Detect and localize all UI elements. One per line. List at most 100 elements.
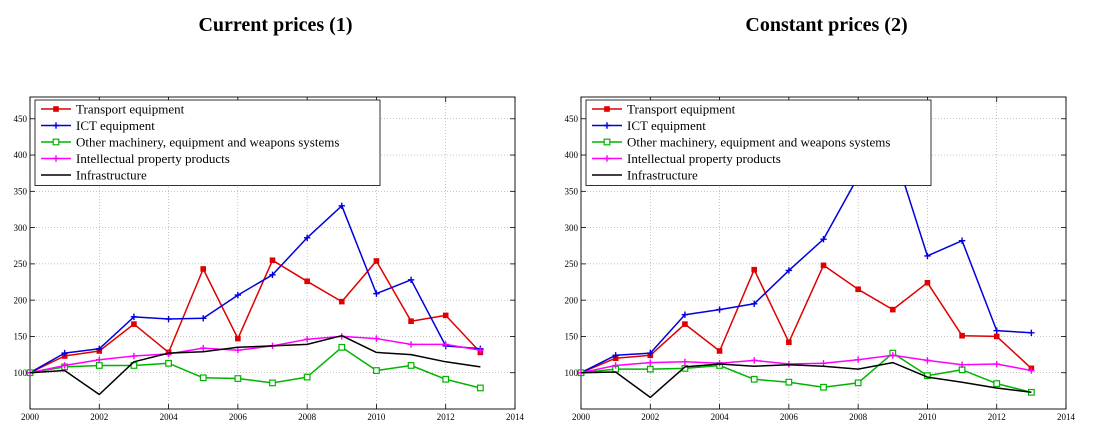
legend-item: ICT equipment — [41, 118, 155, 133]
data-point — [924, 357, 931, 364]
data-point — [785, 378, 793, 386]
x-tick-label: 2004 — [160, 412, 179, 422]
data-point — [612, 362, 619, 369]
data-point — [95, 362, 103, 369]
y-tick-label: 400 — [14, 150, 28, 160]
series-transport-equipment — [578, 262, 1035, 376]
series-line — [29, 259, 481, 374]
legend-label: Infrastructure — [76, 168, 147, 183]
x-tick-label: 2012 — [988, 412, 1006, 422]
data-point — [993, 380, 1001, 388]
data-point — [373, 367, 380, 374]
data-point — [200, 315, 207, 322]
data-point — [820, 383, 827, 391]
data-point — [786, 339, 792, 346]
data-point — [993, 360, 1000, 368]
data-point — [52, 155, 60, 162]
series-line — [580, 354, 1032, 374]
y-tick-label: 450 — [565, 114, 579, 124]
x-tick-label: 2010 — [367, 412, 386, 422]
data-point — [959, 332, 965, 339]
x-tick-label: 2014 — [1057, 412, 1076, 422]
x-tick-label: 2000 — [21, 412, 40, 422]
data-point — [958, 361, 966, 368]
chart-panel-constant: Constant prices (2) 2000 2002 2004 2006 2008… — [551, 0, 1102, 423]
data-point — [338, 202, 345, 210]
legend-label: Intellectual property products — [76, 151, 230, 166]
data-point — [1028, 329, 1035, 337]
x-tick-label: 2004 — [711, 412, 730, 422]
data-point — [303, 234, 311, 241]
chart-panel-current: Current prices (1) 2000 2002 2004 2006 2008 2… — [14, 14, 525, 422]
y-tick-label: 450 — [14, 114, 28, 124]
y-tick-label: 300 — [14, 223, 28, 233]
x-tick-label: 2008 — [849, 412, 868, 422]
y-tick-label: 100 — [565, 368, 579, 378]
y-tick-label: 150 — [565, 332, 579, 342]
legend-label: ICT equipment — [76, 118, 155, 133]
y-tick-label: 100 — [14, 368, 28, 378]
data-point — [165, 359, 172, 367]
data-point — [234, 291, 242, 299]
data-point — [338, 298, 345, 305]
legend-item: Transport equipment — [41, 102, 185, 117]
data-point — [477, 347, 484, 354]
data-point — [647, 349, 654, 357]
data-point — [373, 258, 380, 264]
data-point — [603, 122, 611, 129]
data-point — [407, 276, 415, 284]
data-point — [234, 347, 242, 354]
chart-title: Constant prices (2) — [745, 14, 908, 36]
legend-box — [585, 99, 932, 186]
data-point — [200, 344, 207, 352]
x-tick-label: 2002 — [90, 412, 108, 422]
data-point — [751, 300, 758, 307]
y-tick-label: 250 — [565, 259, 579, 269]
legend-label: ICT equipment — [627, 118, 706, 133]
data-point — [269, 379, 276, 387]
chart-current-prices: 2000 2002 2004 2006 2008 2010 2012 2014 100 150 20… — [14, 96, 525, 422]
data-point — [820, 262, 827, 269]
legend-label: Other machinery, equipment and weapons s… — [627, 135, 890, 150]
data-point — [604, 106, 610, 112]
data-point — [52, 138, 60, 146]
data-point — [681, 311, 689, 318]
y-tick-label: 400 — [565, 150, 579, 160]
data-point — [751, 357, 758, 364]
legend-item: Intellectual property products — [592, 151, 781, 166]
series-other-machinery-equipment-and-weapons-systems — [26, 343, 484, 392]
data-point — [131, 321, 137, 327]
data-point — [682, 321, 688, 327]
data-point — [303, 336, 311, 343]
data-point — [442, 312, 449, 319]
series-infrastructure — [29, 334, 481, 396]
legend-item: Other machinery, equipment and weapons s… — [41, 135, 339, 150]
data-point — [603, 138, 611, 146]
legend-item: Intellectual property products — [41, 151, 230, 166]
series-infrastructure — [580, 361, 1032, 399]
data-point — [646, 365, 654, 373]
series-line — [580, 146, 1032, 374]
data-point — [924, 252, 931, 260]
x-tick-label: 2006 — [229, 412, 248, 422]
series-transport-equipment — [27, 257, 484, 376]
series-group — [26, 202, 484, 396]
data-point — [820, 236, 827, 243]
data-point — [269, 257, 276, 264]
y-tick-label: 150 — [14, 332, 28, 342]
data-point — [304, 278, 310, 285]
data-point — [52, 122, 60, 129]
legend-label: Intellectual property products — [627, 151, 781, 166]
y-tick-label: 350 — [565, 187, 579, 197]
legend-label: Transport equipment — [76, 102, 185, 117]
series-line — [580, 352, 1032, 394]
data-point — [750, 375, 758, 383]
x-tick-label: 2006 — [780, 412, 799, 422]
y-tick-label: 200 — [14, 295, 28, 305]
data-point — [165, 315, 172, 323]
y-tick-label: 250 — [14, 259, 28, 269]
data-point — [408, 318, 414, 325]
data-point — [751, 266, 758, 273]
x-tick-label: 2010 — [918, 412, 937, 422]
